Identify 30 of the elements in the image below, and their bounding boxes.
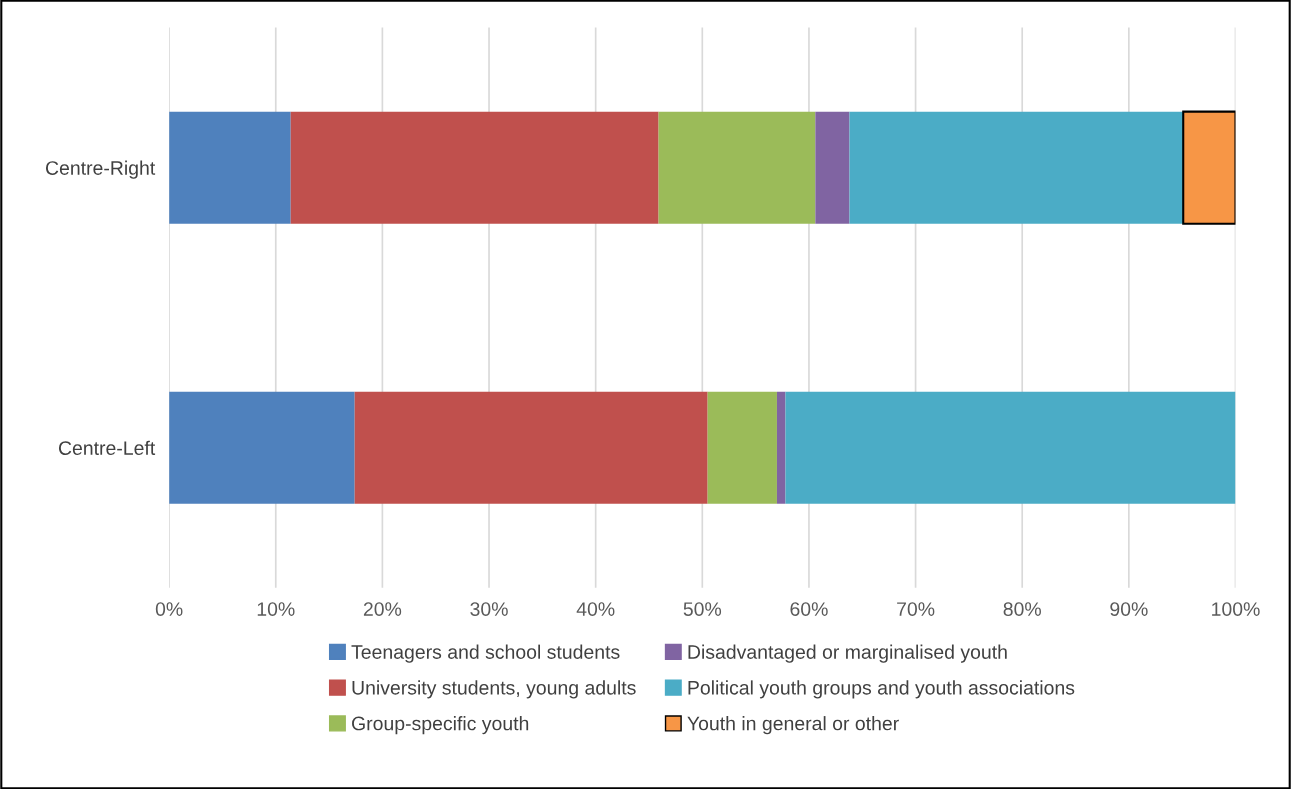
- legend-label: Youth in general or other: [687, 716, 899, 735]
- bar: [290, 111, 659, 224]
- x-tick-label: 50%: [683, 602, 722, 616]
- bar: [815, 111, 850, 224]
- bar: [169, 111, 291, 224]
- x-tick-label: 0%: [155, 602, 183, 616]
- legend-label: Political youth groups and youth associations: [688, 680, 1075, 699]
- legend-label: Group-specific youth: [352, 716, 529, 735]
- x-tick-label: 100%: [1212, 602, 1260, 616]
- x-tick-label: 60%: [790, 602, 828, 616]
- legend-label: University students, young adults: [352, 680, 636, 699]
- bar: [354, 391, 708, 504]
- legend-label: Teenagers and school students: [351, 644, 620, 663]
- legend-label: Disadvantaged or marginalised youth: [688, 644, 1007, 663]
- y-tick-label: Centre-Left: [58, 440, 156, 455]
- bar: [658, 111, 816, 224]
- bar: [849, 111, 1184, 224]
- x-tick-label: 80%: [1003, 602, 1041, 616]
- x-tick-label: 30%: [470, 602, 508, 616]
- bar: [707, 391, 777, 504]
- x-tick-label: 10%: [257, 602, 295, 616]
- x-tick-label: 70%: [897, 602, 935, 616]
- x-tick-label: 40%: [576, 602, 615, 616]
- bar: [785, 391, 1236, 504]
- bar: [169, 391, 355, 504]
- y-tick-label: Centre-Right: [46, 160, 156, 179]
- bar: [1182, 110, 1236, 225]
- x-tick-label: 20%: [363, 602, 402, 616]
- x-tick-label: 90%: [1110, 602, 1148, 616]
- bar: [776, 391, 786, 504]
